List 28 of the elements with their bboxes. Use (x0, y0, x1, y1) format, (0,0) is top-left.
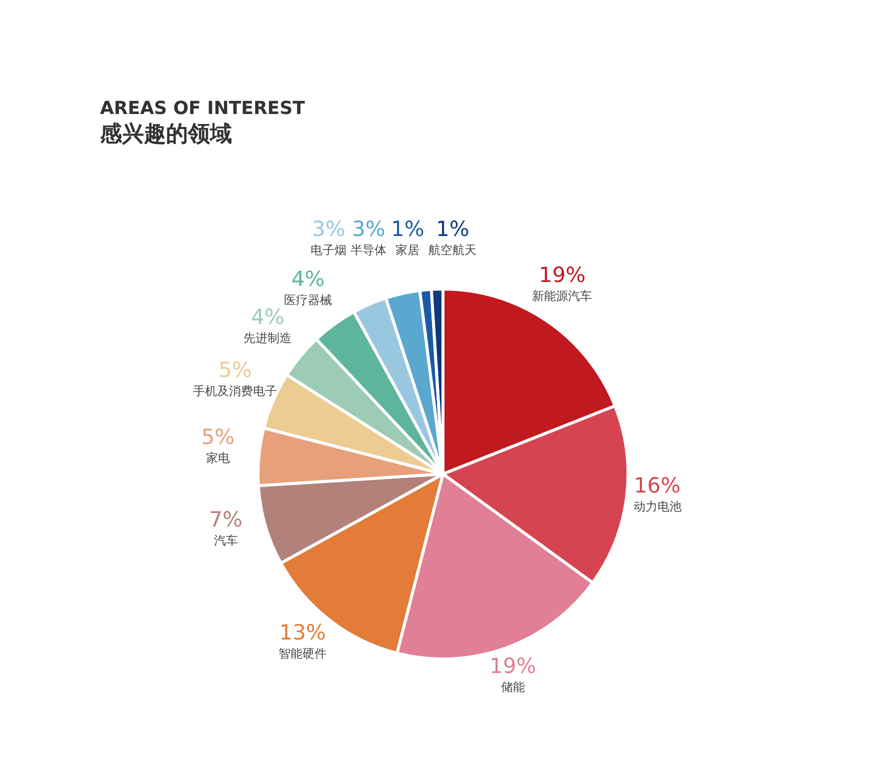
data-label: 4% (291, 267, 325, 292)
data-label: 5% (201, 425, 235, 450)
slice-label: 手机及消费电子 (193, 384, 278, 398)
chart-title: AREAS OF INTEREST (100, 98, 306, 119)
slice-label: 半导体 (350, 243, 387, 257)
slice-label: 智能硬件 (278, 646, 327, 661)
slice-label: 电子烟 (310, 243, 347, 257)
data-label: 19% (490, 654, 536, 678)
slice-label: 汽车 (214, 534, 238, 548)
slice-label: 航空航天 (428, 243, 477, 257)
slice-label: 家电 (206, 451, 230, 466)
chart-subtitle: 感兴趣的领域 (100, 121, 233, 149)
data-label: 3% (312, 217, 346, 241)
data-label: 3% (352, 217, 386, 241)
slice-label: 新能源汽车 (532, 289, 592, 304)
data-label: 16% (634, 474, 681, 498)
slice-label: 储能 (500, 680, 525, 694)
data-label: 1% (390, 217, 424, 241)
slice-label: 先进制造 (244, 331, 292, 346)
slice-label: 医疗器械 (284, 293, 332, 308)
data-label: 5% (218, 358, 252, 382)
data-label: 1% (436, 217, 470, 241)
data-label: 13% (279, 620, 326, 645)
slice-label: 家居 (396, 243, 420, 257)
data-label: 7% (209, 508, 242, 532)
data-label: 4% (251, 305, 284, 330)
data-label: 19% (538, 263, 586, 288)
slice-label: 动力电池 (633, 500, 682, 514)
